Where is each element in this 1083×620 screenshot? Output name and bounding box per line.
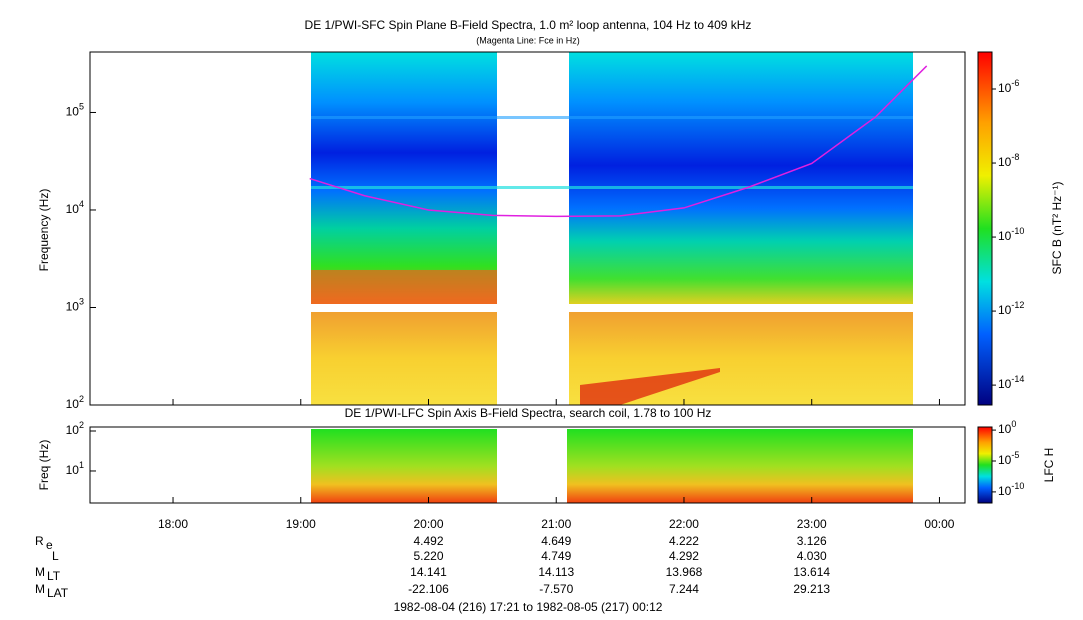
- ephemeris-value: -22.106: [408, 582, 449, 596]
- y-tick-label: 103: [66, 297, 84, 314]
- colorbar-tick-label: 10-6: [998, 78, 1019, 95]
- x-tick-label: 22:00: [669, 517, 699, 531]
- colorbar-tick-label: 10-8: [998, 152, 1019, 169]
- ephemeris-value: -7.570: [539, 582, 573, 596]
- title: DE 1/PWI-LFC Spin Axis B-Field Spectra, …: [345, 406, 712, 420]
- ephemeris-label: M: [35, 565, 45, 579]
- x-tick-label: 18:00: [158, 517, 188, 531]
- ephemeris-value: 4.649: [541, 534, 571, 548]
- colorbar-tick-label: 10-12: [998, 300, 1024, 317]
- y-tick-label: 104: [66, 199, 84, 216]
- x-tick-label: 19:00: [286, 517, 316, 531]
- colorbar: [977, 426, 993, 504]
- ephemeris-label: L: [52, 549, 59, 563]
- y-axis-label: Frequency (Hz): [37, 189, 51, 272]
- colorbar-label: LFC H: [1042, 448, 1056, 483]
- ephemeris-value: 4.492: [413, 534, 443, 548]
- ephemeris-value: 13.614: [793, 565, 830, 579]
- y-tick-label: 102: [66, 420, 84, 437]
- ephemeris-label: M: [35, 582, 45, 596]
- spectrogram: [311, 186, 913, 189]
- ephemeris-value: 3.126: [797, 534, 827, 548]
- ephemeris-label: R: [35, 534, 44, 548]
- spectrogram: [580, 368, 720, 405]
- footer: 1982-08-04 (216) 17:21 to 1982-08-05 (21…: [394, 600, 663, 614]
- x-tick-label: 00:00: [924, 517, 954, 531]
- y-tick-label: 101: [66, 460, 84, 477]
- y-tick-label: 105: [66, 102, 84, 119]
- ephemeris-value: 7.244: [669, 582, 699, 596]
- x-tick-label: 21:00: [541, 517, 571, 531]
- plot-frame: [89, 51, 966, 406]
- ephemeris-label-sub: LT: [47, 569, 61, 583]
- spectrogram: [569, 52, 913, 304]
- spectrogram: [567, 429, 913, 503]
- colorbar-tick-label: 10-10: [998, 226, 1024, 243]
- ephemeris-value: 14.141: [410, 565, 447, 579]
- colorbar-tick-label: 100: [998, 419, 1016, 436]
- subtitle: (Magenta Line: Fce in Hz): [476, 35, 580, 45]
- spectrogram: [311, 312, 497, 405]
- spectrogram: [311, 429, 497, 503]
- colorbar-tick-label: 10-10: [998, 481, 1024, 498]
- colorbar-tick-label: 10-5: [998, 450, 1019, 467]
- ephemeris-value: 4.292: [669, 549, 699, 563]
- y-axis-label: Freq (Hz): [37, 440, 51, 491]
- spectrogram: [311, 116, 913, 119]
- ephemeris-value: 29.213: [793, 582, 830, 596]
- ephemeris-value: 5.220: [413, 549, 443, 563]
- spectrogram: [311, 270, 497, 304]
- title: DE 1/PWI-SFC Spin Plane B-Field Spectra,…: [305, 18, 752, 32]
- ephemeris-value: 14.113: [538, 565, 574, 579]
- colorbar-tick-label: 10-14: [998, 374, 1024, 391]
- ephemeris-value: 4.030: [797, 549, 827, 563]
- y-tick-label: 102: [66, 394, 84, 411]
- ephemeris-value: 13.968: [666, 565, 703, 579]
- spectrogram: [311, 52, 497, 304]
- ephemeris-label-sub: LAT: [47, 586, 69, 600]
- plot-frame: [89, 426, 966, 504]
- ephemeris-value: 4.749: [541, 549, 571, 563]
- colorbar: [977, 51, 993, 406]
- ephemeris-label-sub: e: [46, 538, 53, 552]
- ephemeris-value: 4.222: [669, 534, 699, 548]
- fce-line: [309, 65, 928, 218]
- colorbar-label: SFC B (nT² Hz⁻¹): [1050, 182, 1064, 275]
- x-tick-label: 20:00: [413, 517, 443, 531]
- x-tick-label: 23:00: [797, 517, 827, 531]
